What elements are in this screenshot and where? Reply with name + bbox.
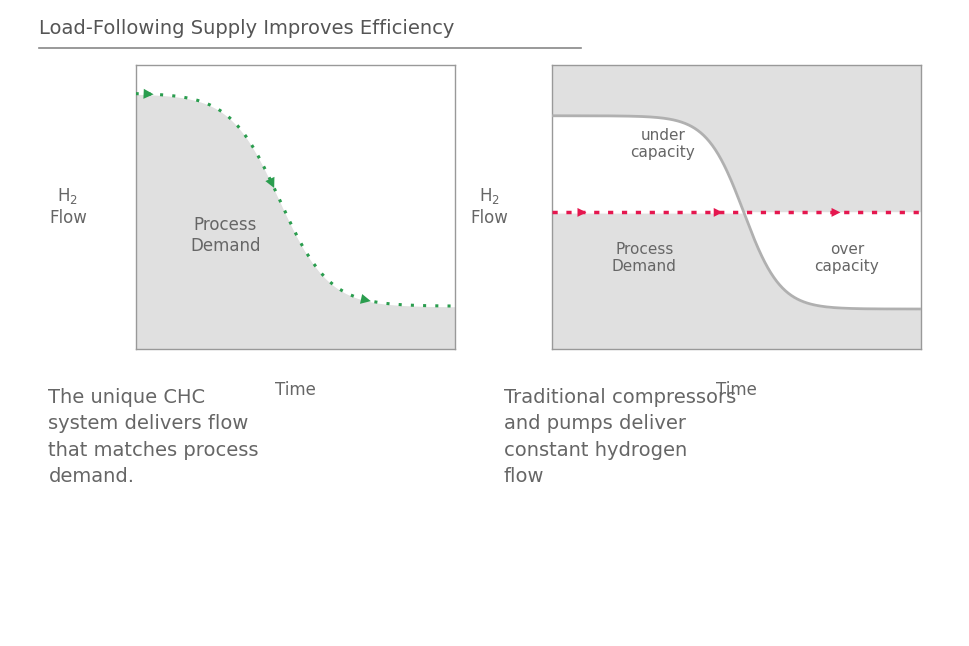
Text: Process
Demand: Process Demand [612, 242, 676, 274]
Text: Time: Time [275, 381, 316, 399]
Text: Time: Time [716, 381, 757, 399]
Text: under
capacity: under capacity [631, 128, 695, 160]
Text: Load-Following Supply Improves Efficiency: Load-Following Supply Improves Efficienc… [39, 19, 454, 38]
Text: H$_2$
Flow: H$_2$ Flow [48, 186, 87, 227]
Text: H$_2$
Flow: H$_2$ Flow [470, 186, 509, 227]
Text: Traditional compressors
and pumps deliver
constant hydrogen
flow: Traditional compressors and pumps delive… [504, 388, 736, 486]
Text: Process
Demand: Process Demand [190, 216, 261, 255]
Text: over
capacity: over capacity [815, 242, 879, 274]
Text: The unique CHC
system delivers flow
that matches process
demand.: The unique CHC system delivers flow that… [48, 388, 259, 486]
